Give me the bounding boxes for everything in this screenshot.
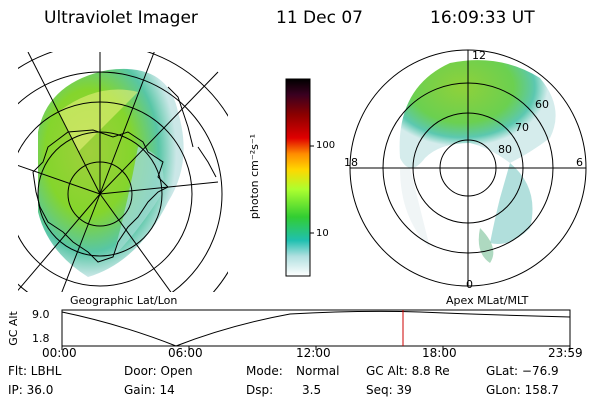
altitude-xtick-1200: 12:00 [296, 346, 331, 360]
colorbar-tick-10: 10 [316, 228, 329, 239]
right-map-label: Apex MLat/MLT [446, 294, 529, 307]
dsp-value: 3.5 [302, 383, 322, 397]
glat-info: GLat: −76.9 [486, 364, 559, 378]
altitude-ylabel: GC Alt [6, 311, 20, 346]
mlat-label-60: 60 [535, 98, 549, 111]
mlat-label-70: 70 [515, 121, 529, 134]
mode-label: Mode: [246, 364, 283, 378]
observation-date: 11 Dec 07 [276, 8, 363, 28]
mlt-label-18: 18 [344, 156, 358, 169]
colorbar-tick-100: 100 [316, 140, 336, 151]
mlat-label-80: 80 [498, 143, 512, 156]
coastline [32, 129, 169, 263]
mlt-label-12: 12 [472, 49, 486, 62]
dsp-label: Dsp: [246, 383, 274, 397]
seq-info: Seq: 39 [366, 383, 412, 397]
mode-value: Normal [296, 364, 340, 378]
colorbar-gradient [285, 78, 311, 277]
left-map-label: Geographic Lat/Lon [70, 294, 178, 307]
altitude-plot-frame [61, 309, 571, 347]
altitude-xtick-2359: 23:59 [548, 346, 583, 360]
ip-info: IP: 36.0 [8, 383, 54, 397]
geographic-map [18, 52, 228, 292]
altitude-xtick-1800: 18:00 [422, 346, 457, 360]
filter-info: Flt: LBHL [8, 364, 62, 378]
mlt-lines [350, 50, 586, 286]
gain-info: Gain: 14 [124, 383, 175, 397]
altitude-plot [61, 309, 571, 350]
mlt-label-0: 0 [466, 278, 473, 291]
altitude-ytick-low: 1.8 [32, 332, 50, 345]
door-info: Door: Open [124, 364, 193, 378]
instrument-title: Ultraviolet Imager [44, 8, 198, 28]
altitude-xtick-0000: 00:00 [42, 346, 77, 360]
observation-time: 16:09:33 UT [430, 8, 535, 28]
altitude-curve [61, 310, 571, 347]
altitude-xtick-0600: 06:00 [168, 346, 203, 360]
longitude-lines [18, 52, 219, 292]
glon-info: GLon: 158.7 [486, 383, 559, 397]
mlt-label-6: 6 [576, 156, 583, 169]
colorbar-unit-label: photon cm⁻²s⁻¹ [248, 133, 262, 220]
altitude-ytick-high: 9.0 [32, 308, 50, 321]
colorbar [285, 78, 314, 277]
magnetic-map: 12 18 6 0 60 70 80 [344, 49, 587, 291]
gc-alt-info: GC Alt: 8.8 Re [366, 364, 450, 378]
